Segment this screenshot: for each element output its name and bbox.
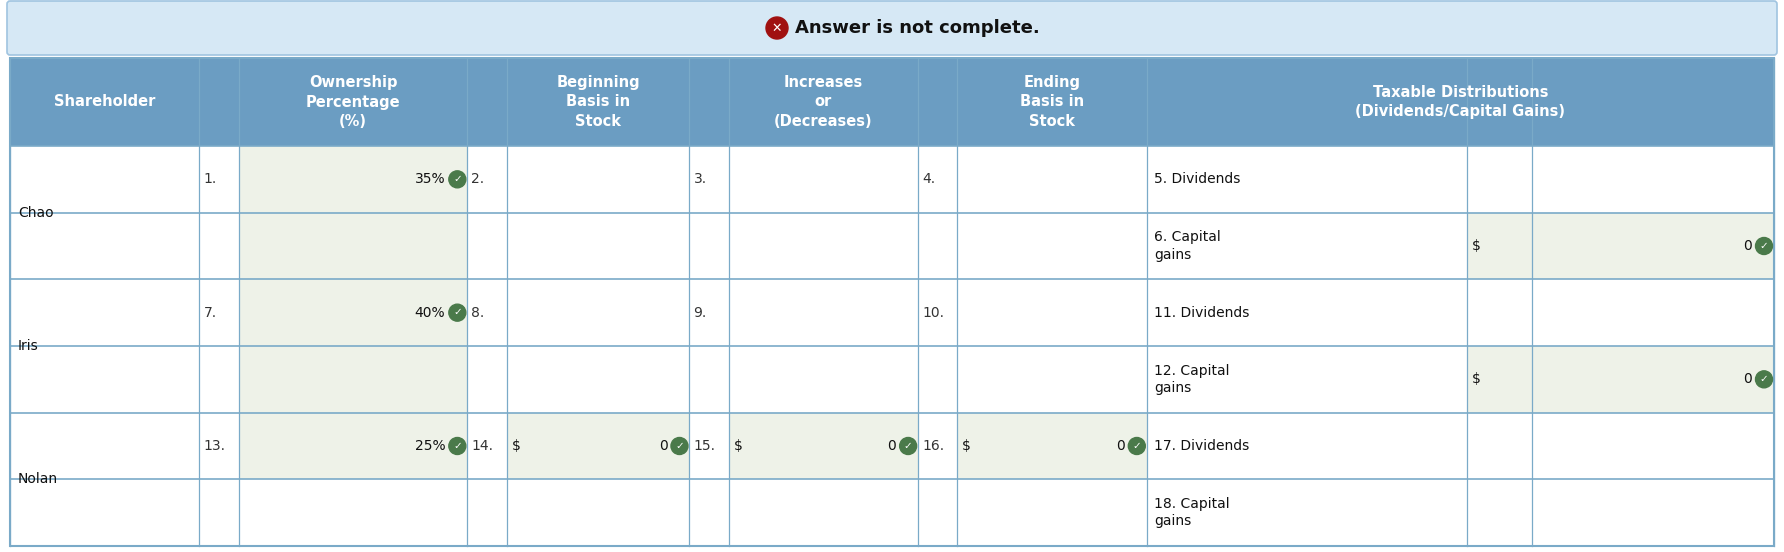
FancyBboxPatch shape bbox=[7, 1, 1777, 55]
Circle shape bbox=[1755, 237, 1773, 254]
Text: 6. Capital
gains: 6. Capital gains bbox=[1154, 230, 1220, 262]
Text: 0: 0 bbox=[658, 439, 667, 453]
Text: ✕: ✕ bbox=[772, 22, 781, 34]
Text: ✓: ✓ bbox=[674, 440, 683, 450]
Bar bbox=[11, 58, 1773, 546]
Text: ✓: ✓ bbox=[1133, 440, 1142, 450]
Text: 35%: 35% bbox=[414, 172, 446, 187]
Circle shape bbox=[1755, 371, 1773, 388]
Text: 17. Dividends: 17. Dividends bbox=[1154, 439, 1249, 453]
Circle shape bbox=[671, 438, 689, 454]
Text: ✓: ✓ bbox=[1759, 374, 1768, 384]
Text: 11. Dividends: 11. Dividends bbox=[1154, 306, 1249, 320]
Text: 1.: 1. bbox=[203, 172, 216, 187]
Text: 5. Dividends: 5. Dividends bbox=[1154, 172, 1240, 187]
Text: ✓: ✓ bbox=[1759, 241, 1768, 251]
Circle shape bbox=[450, 438, 466, 454]
Text: Iris: Iris bbox=[18, 339, 39, 353]
Text: Increases
or
(Decreases): Increases or (Decreases) bbox=[774, 75, 872, 129]
Bar bbox=[507, 413, 689, 479]
Text: 8.: 8. bbox=[471, 306, 485, 320]
Bar bbox=[958, 413, 1147, 479]
Text: 2.: 2. bbox=[471, 172, 485, 187]
Bar bbox=[239, 413, 467, 479]
Text: $: $ bbox=[1472, 373, 1481, 386]
Text: $: $ bbox=[1472, 239, 1481, 253]
Text: $: $ bbox=[733, 439, 742, 453]
Text: 3.: 3. bbox=[694, 172, 706, 187]
Text: 0: 0 bbox=[1743, 373, 1752, 386]
Text: 7.: 7. bbox=[203, 306, 216, 320]
Text: Chao: Chao bbox=[18, 206, 54, 220]
Text: Beginning
Basis in
Stock: Beginning Basis in Stock bbox=[557, 75, 640, 129]
Bar bbox=[1466, 346, 1773, 413]
Text: $: $ bbox=[512, 439, 521, 453]
Text: Taxable Distributions
(Dividends/Capital Gains): Taxable Distributions (Dividends/Capital… bbox=[1356, 85, 1565, 119]
Bar bbox=[11, 58, 1773, 146]
Text: 0: 0 bbox=[1743, 239, 1752, 253]
Text: ✓: ✓ bbox=[904, 440, 912, 450]
Circle shape bbox=[450, 171, 466, 188]
Circle shape bbox=[765, 17, 789, 39]
Text: $: $ bbox=[962, 439, 970, 453]
Circle shape bbox=[1127, 438, 1145, 454]
Circle shape bbox=[450, 304, 466, 321]
Text: 0: 0 bbox=[887, 439, 896, 453]
Bar bbox=[728, 413, 919, 479]
Text: 15.: 15. bbox=[694, 439, 715, 453]
Text: 10.: 10. bbox=[922, 306, 944, 320]
Text: ✓: ✓ bbox=[453, 174, 462, 184]
Circle shape bbox=[899, 438, 917, 454]
Text: 18. Capital
gains: 18. Capital gains bbox=[1154, 497, 1229, 528]
Text: 12. Capital
gains: 12. Capital gains bbox=[1154, 364, 1229, 395]
Text: Nolan: Nolan bbox=[18, 473, 59, 486]
Bar bbox=[239, 146, 467, 279]
Text: 13.: 13. bbox=[203, 439, 225, 453]
Text: ✓: ✓ bbox=[453, 440, 462, 450]
Text: 40%: 40% bbox=[414, 306, 446, 320]
Text: Ending
Basis in
Stock: Ending Basis in Stock bbox=[1020, 75, 1085, 129]
Bar bbox=[239, 279, 467, 413]
Text: ✓: ✓ bbox=[453, 307, 462, 317]
Text: 25%: 25% bbox=[414, 439, 446, 453]
Text: Answer is not complete.: Answer is not complete. bbox=[796, 19, 1040, 37]
Bar bbox=[1466, 213, 1773, 279]
Text: 0: 0 bbox=[1117, 439, 1124, 453]
Text: 4.: 4. bbox=[922, 172, 935, 187]
Text: Ownership
Percentage
(%): Ownership Percentage (%) bbox=[305, 75, 400, 129]
Text: Shareholder: Shareholder bbox=[54, 94, 155, 109]
Text: 14.: 14. bbox=[471, 439, 494, 453]
Text: 16.: 16. bbox=[922, 439, 944, 453]
Text: 9.: 9. bbox=[694, 306, 706, 320]
